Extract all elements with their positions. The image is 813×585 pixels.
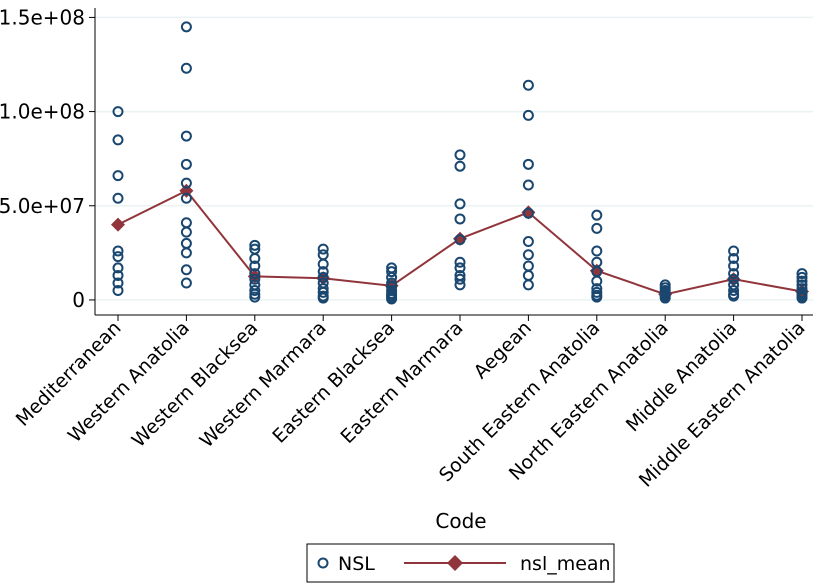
nsl-point — [112, 251, 124, 263]
nsl-point — [454, 198, 466, 210]
nsl-point — [180, 264, 192, 276]
nsl-point — [180, 130, 192, 142]
nsl-point — [522, 207, 534, 219]
nsl-point — [180, 158, 192, 170]
nsl-point — [249, 239, 261, 251]
nsl-point — [317, 258, 329, 270]
nsl-point — [249, 260, 261, 272]
x-tick-label: Western Blacksea — [128, 317, 263, 452]
y-axis: 0 5.0e+07 1.0e+08 1.5e+08 — [0, 5, 96, 315]
nsl-point — [522, 109, 534, 121]
nsl-point — [728, 285, 740, 297]
nsl-point — [112, 134, 124, 146]
nsl-point — [728, 290, 740, 302]
x-tick-label: Western Marmara — [196, 317, 331, 452]
grid-lines — [95, 16, 813, 301]
nsl-point — [728, 260, 740, 272]
nsl-point — [522, 179, 534, 191]
nsl-point — [522, 79, 534, 91]
legend-marker-nsl — [317, 557, 329, 569]
nsl-point — [112, 277, 124, 289]
x-tick-label: Aegean — [470, 317, 536, 383]
y-tick-label: 1.0e+08 — [0, 100, 85, 124]
x-tick-label: Eastern Marmara — [336, 317, 467, 448]
nsl-point — [180, 237, 192, 249]
nsl-point — [112, 285, 124, 297]
nsl-point — [112, 245, 124, 257]
nsl-point — [728, 252, 740, 264]
nsl-point — [591, 291, 603, 303]
nsl-point — [317, 243, 329, 255]
nsl-point — [728, 273, 740, 285]
legend: NSL nsl_mean — [306, 543, 615, 583]
nsl-point — [454, 262, 466, 274]
legend-marker-nsl-mean — [447, 555, 463, 571]
nsl-point — [591, 275, 603, 287]
nsl-point — [112, 262, 124, 274]
nsl-point — [180, 177, 192, 189]
nsl-point — [522, 269, 534, 281]
nsl-point — [317, 249, 329, 261]
y-tick-label: 5.0e+07 — [0, 194, 85, 218]
nsl-point — [728, 245, 740, 257]
nsl-point — [180, 277, 192, 289]
nsl-point — [591, 222, 603, 234]
nsl-point — [796, 275, 808, 287]
nsl-point — [317, 266, 329, 278]
nsl-series — [112, 21, 808, 305]
nsl-point — [249, 252, 261, 264]
nsl-point — [180, 192, 192, 204]
nsl-point — [180, 62, 192, 74]
y-tick-label: 1.5e+08 — [0, 5, 85, 29]
nsl-point — [249, 273, 261, 285]
nsl-point — [249, 285, 261, 297]
legend-label-nsl-mean: nsl_mean — [520, 553, 611, 575]
nsl-point — [796, 271, 808, 283]
y-tick-label: 0 — [72, 288, 85, 312]
nsl-point — [796, 292, 808, 304]
nsl-point — [454, 234, 466, 246]
nsl-point — [522, 279, 534, 291]
nsl-point — [522, 236, 534, 248]
x-axis-title: Code — [435, 509, 486, 533]
nsl-point — [112, 170, 124, 182]
nsl-point — [728, 268, 740, 280]
legend-label-nsl: NSL — [338, 553, 375, 575]
nsl-point — [112, 269, 124, 281]
nsl-point — [317, 271, 329, 283]
nsl-point — [180, 247, 192, 259]
nsl-mean-marker — [111, 217, 125, 232]
nsl-point — [112, 192, 124, 204]
nsl-point — [454, 160, 466, 172]
nsl-point — [112, 106, 124, 118]
nsl-point — [522, 158, 534, 170]
nsl-point — [386, 293, 398, 305]
nsl-point — [591, 245, 603, 257]
x-tick-label: Eastern Blacksea — [268, 317, 399, 448]
nsl-point — [317, 286, 329, 298]
nsl-point — [180, 21, 192, 33]
nsl-point — [454, 279, 466, 291]
x-tick-label: Western Anatolia — [64, 317, 194, 447]
nsl-point — [317, 292, 329, 304]
nsl-point — [180, 226, 192, 238]
nsl-point — [454, 256, 466, 268]
nsl-point — [386, 266, 398, 278]
nsl-point — [522, 260, 534, 272]
nsl-point — [386, 277, 398, 289]
nsl-point — [249, 268, 261, 280]
nsl-point — [522, 249, 534, 261]
nsl-point — [796, 268, 808, 280]
nsl-point — [249, 291, 261, 303]
nsl-point — [659, 292, 671, 304]
nsl-point — [454, 149, 466, 161]
nsl-point — [454, 273, 466, 285]
nsl-point — [591, 209, 603, 221]
nsl-point — [180, 217, 192, 229]
nsl-point — [454, 213, 466, 225]
